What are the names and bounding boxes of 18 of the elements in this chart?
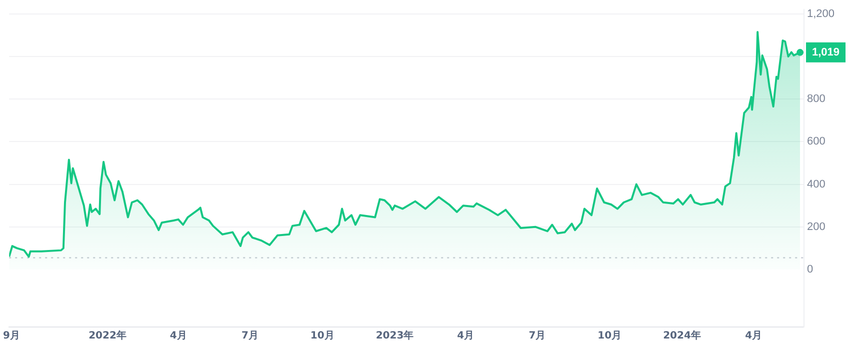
x-tick-label: 9月 <box>2 330 20 342</box>
y-tick-label: 200 <box>807 220 826 233</box>
x-tick-label: 2023年 <box>376 330 414 342</box>
y-tick-label: 400 <box>807 178 826 190</box>
x-tick-label: 2022年 <box>88 330 126 342</box>
x-tick-label: 10月 <box>310 330 334 342</box>
x-tick-label: 4月 <box>745 330 762 342</box>
y-tick-label: 1,200 <box>807 8 835 20</box>
y-tick-label: 800 <box>807 93 826 106</box>
x-tick-label: 10月 <box>598 330 622 342</box>
x-tick-label: 4月 <box>170 330 187 342</box>
x-tick-label: 7月 <box>241 330 258 342</box>
x-tick-label: 7月 <box>528 330 546 342</box>
x-tick-label: 4月 <box>457 330 474 342</box>
x-tick-label: 2024年 <box>663 330 701 342</box>
y-tick-label: 600 <box>807 136 826 148</box>
y-tick-label: 0 <box>807 264 814 276</box>
annotation: 1,019 <box>812 46 840 58</box>
